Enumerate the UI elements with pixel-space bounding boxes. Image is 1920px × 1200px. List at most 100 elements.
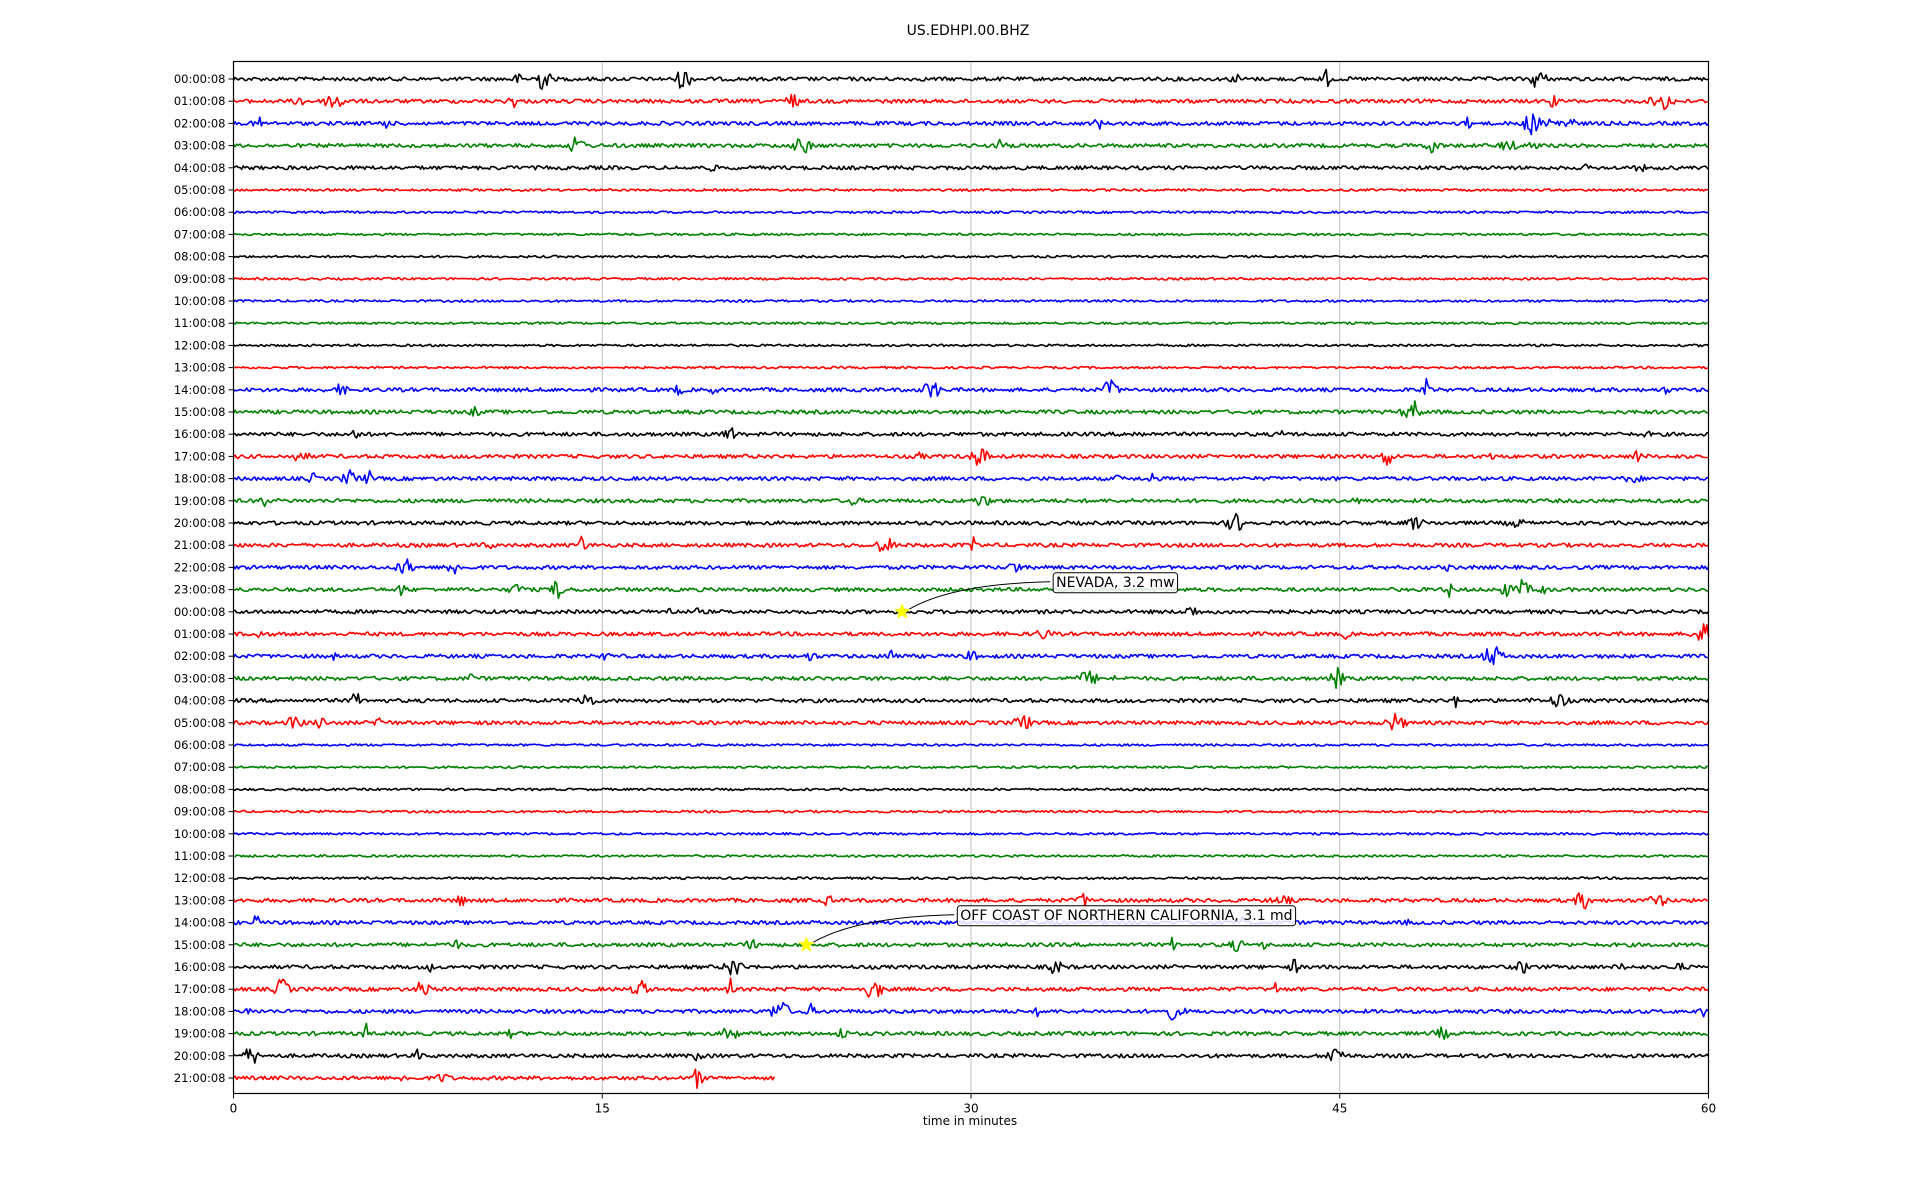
trace-row bbox=[232, 276, 1709, 281]
chart-title: US.EDHPI.00.BHZ bbox=[907, 23, 1030, 39]
row-label: 00:00:08 bbox=[174, 605, 226, 619]
trace-row bbox=[232, 299, 1709, 303]
event-connector bbox=[812, 914, 955, 944]
row-label: 09:00:08 bbox=[174, 805, 226, 819]
row-label: 08:00:08 bbox=[174, 782, 226, 796]
trace-row bbox=[232, 512, 1710, 531]
row-label: 03:00:08 bbox=[174, 671, 226, 685]
x-axis-ticks: 0 15 30 45 60 bbox=[230, 1093, 1716, 1116]
trace-row bbox=[232, 693, 1710, 709]
trace-row bbox=[232, 93, 1709, 111]
event-label: OFF COAST OF NORTHERN CALIFORNIA, 3.1 md bbox=[960, 908, 1292, 924]
trace-row bbox=[233, 365, 1709, 370]
row-label: 18:00:08 bbox=[174, 1004, 226, 1018]
event-label-box bbox=[1052, 572, 1179, 594]
trace-row bbox=[233, 1048, 1710, 1064]
trace-row bbox=[232, 1001, 1710, 1021]
traces bbox=[232, 68, 1710, 1089]
row-label: 04:00:08 bbox=[174, 694, 226, 708]
trace-row bbox=[233, 607, 1710, 616]
x-tick-label: 15 bbox=[595, 1102, 610, 1116]
event-annotations: NEVADA, 3.2 mw OFF COAST OF NORTHERN CALI… bbox=[798, 572, 1297, 952]
row-label: 19:00:08 bbox=[174, 1027, 226, 1041]
trace-row bbox=[233, 809, 1709, 814]
row-label: 03:00:08 bbox=[174, 139, 226, 153]
row-label: 09:00:08 bbox=[174, 272, 226, 286]
row-label: 17:00:08 bbox=[174, 982, 226, 996]
trace-row bbox=[232, 712, 1710, 731]
row-label: 06:00:08 bbox=[174, 738, 226, 752]
row-label: 02:00:08 bbox=[174, 649, 226, 663]
x-tick-label: 60 bbox=[1701, 1102, 1716, 1116]
trace-row bbox=[233, 666, 1709, 689]
row-label: 17:00:08 bbox=[174, 449, 226, 463]
row-label: 18:00:08 bbox=[174, 472, 226, 486]
x-tick-label: 0 bbox=[230, 1102, 238, 1116]
x-axis-label: time in minutes bbox=[923, 1114, 1017, 1128]
row-label: 14:00:08 bbox=[174, 383, 226, 397]
row-label: 14:00:08 bbox=[174, 916, 226, 930]
trace-row bbox=[233, 232, 1709, 237]
trace-row bbox=[233, 765, 1709, 770]
row-label: 00:00:08 bbox=[174, 72, 226, 86]
trace-row bbox=[232, 958, 1709, 976]
row-label: 22:00:08 bbox=[174, 560, 226, 574]
trace-row bbox=[233, 831, 1710, 836]
trace-row bbox=[232, 558, 1710, 575]
trace-row bbox=[233, 1022, 1709, 1040]
row-label: 01:00:08 bbox=[174, 627, 226, 641]
row-label: 11:00:08 bbox=[174, 316, 226, 330]
row-label: 08:00:08 bbox=[174, 250, 226, 264]
trace-row bbox=[232, 535, 1709, 552]
row-label: 20:00:08 bbox=[174, 1049, 226, 1063]
trace-row bbox=[233, 854, 1709, 858]
row-label: 05:00:08 bbox=[174, 183, 226, 197]
row-label: 11:00:08 bbox=[174, 849, 226, 863]
row-labels: 00:00:08 01:00:08 02:00:08 03:00:08 04:00:08… bbox=[174, 72, 234, 1085]
event-star-marker bbox=[893, 603, 911, 619]
row-label: 10:00:08 bbox=[174, 294, 226, 308]
trace-row bbox=[233, 936, 1710, 952]
trace-row bbox=[233, 496, 1709, 508]
trace-row bbox=[232, 448, 1709, 466]
trace-row bbox=[233, 427, 1709, 440]
trace-row bbox=[232, 646, 1709, 666]
row-label: 12:00:08 bbox=[174, 338, 226, 352]
trace-row bbox=[232, 977, 1709, 998]
trace-row bbox=[233, 1068, 776, 1089]
trace-row bbox=[233, 210, 1709, 215]
row-label: 07:00:08 bbox=[174, 760, 226, 774]
row-label: 20:00:08 bbox=[174, 516, 226, 530]
trace-row bbox=[232, 163, 1710, 173]
row-label: 02:00:08 bbox=[174, 116, 226, 130]
trace-row bbox=[233, 377, 1709, 398]
trace-row bbox=[232, 400, 1709, 418]
row-label: 12:00:08 bbox=[174, 871, 226, 885]
trace-row bbox=[232, 343, 1709, 348]
row-label: 10:00:08 bbox=[174, 827, 226, 841]
x-tick-label: 45 bbox=[1332, 1102, 1347, 1116]
row-label: 05:00:08 bbox=[174, 716, 226, 730]
row-label: 04:00:08 bbox=[174, 161, 226, 175]
trace-row bbox=[232, 136, 1709, 154]
event-star-marker bbox=[798, 936, 815, 952]
trace-row bbox=[232, 254, 1710, 259]
row-label: 13:00:08 bbox=[174, 893, 226, 907]
event-annotation: OFF COAST OF NORTHERN CALIFORNIA, 3.1 md bbox=[798, 905, 1297, 952]
x-tick-label: 30 bbox=[963, 1102, 978, 1116]
row-label: 07:00:08 bbox=[174, 227, 226, 241]
trace-row bbox=[233, 321, 1709, 326]
trace-row bbox=[233, 578, 1709, 600]
event-annotation: NEVADA, 3.2 mw bbox=[893, 572, 1179, 619]
trace-row bbox=[233, 876, 1709, 881]
row-label: 06:00:08 bbox=[174, 205, 226, 219]
row-label: 21:00:08 bbox=[174, 538, 226, 552]
trace-row bbox=[232, 892, 1709, 910]
trace-row bbox=[233, 743, 1709, 747]
row-label: 15:00:08 bbox=[174, 405, 226, 419]
trace-row bbox=[232, 113, 1710, 136]
row-label: 16:00:08 bbox=[174, 427, 226, 441]
row-label: 19:00:08 bbox=[174, 494, 226, 508]
row-label: 16:00:08 bbox=[174, 960, 226, 974]
